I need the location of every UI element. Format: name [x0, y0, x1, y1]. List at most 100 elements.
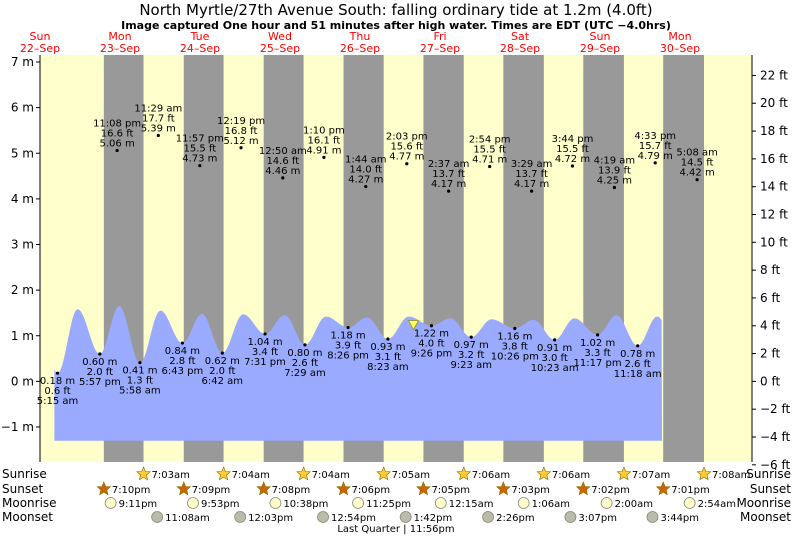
low-tide-time: 5:15 am: [37, 396, 79, 407]
moonset-time: 3:44pm: [660, 513, 699, 524]
high-tide-feet: 15.5 ft: [183, 144, 216, 155]
moonrise-icon: [269, 497, 282, 509]
high-tide-feet: 15.6 ft: [390, 142, 423, 153]
sunrise-time: 7:04am: [232, 470, 270, 481]
high-tide-time: 3:44 pm: [552, 134, 594, 145]
right-tick-label: −6 ft: [760, 458, 791, 472]
high-tide-time: 4:33 pm: [634, 131, 676, 142]
day-name-label: Mon: [668, 30, 691, 43]
day-date-label: 28–Sep: [500, 42, 540, 55]
high-tide-point: [198, 163, 202, 168]
high-tide-point: [612, 185, 617, 190]
moonrise-time: 2:54am: [698, 499, 736, 510]
high-tide-feet: 13.9 ft: [598, 165, 631, 176]
right-tick-label: 4 ft: [760, 319, 780, 333]
low-tide-meters: 1.04 m: [247, 337, 282, 348]
low-tide-meters: 1.18 m: [330, 331, 365, 342]
low-tide-time: 11:18 am: [614, 369, 662, 380]
sunrise-icon: [216, 466, 232, 481]
high-tide-point: [530, 189, 534, 193]
day-headers: Sun22–SepMon23–SepTue24–SepWed25–SepThu2…: [20, 30, 700, 55]
sunset-time: 7:01pm: [671, 485, 710, 496]
day-date-label: 25–Sep: [260, 42, 300, 55]
day-name-label: Thu: [349, 30, 371, 43]
low-tide-feet: 2.0 ft: [87, 367, 113, 378]
sunrise-time: 7:08am: [712, 470, 750, 481]
high-tide-feet: 16.1 ft: [308, 135, 341, 146]
tide-area: [54, 306, 662, 441]
low-tide-feet: 3.3 ft: [584, 348, 610, 359]
moonrise-icon: [187, 497, 199, 509]
sunset-time: 7:03pm: [511, 485, 550, 496]
low-tide-time: 6:43 pm: [162, 366, 204, 377]
high-tide-point: [653, 161, 657, 165]
high-tide-point: [156, 133, 160, 138]
moonset-icon: [151, 511, 164, 523]
sunset-icon: [256, 481, 272, 496]
night-band: [663, 55, 704, 462]
moonrise-icon: [600, 497, 613, 509]
low-tide-meters: 1.02 m: [580, 338, 615, 349]
low-tide-meters: 0.97 m: [454, 340, 489, 351]
low-tide-point: [386, 337, 390, 341]
low-tide-time: 8:26 pm: [327, 351, 369, 362]
right-tick-label: 16 ft: [760, 152, 788, 166]
low-tide-time: 10:23 am: [531, 363, 579, 374]
day-date-label: 23–Sep: [100, 42, 140, 55]
axes: −1 m 0 m 1 m 2 m 3 m 4 m 5 m 6 m 7 m −6 ft −4 ft −2…: [1, 55, 791, 472]
high-tide-meters: 4.27 m: [348, 175, 383, 186]
high-tide-time: 2:54 pm: [469, 134, 511, 145]
sunrise-icon: [296, 466, 312, 481]
high-tide-meters: 4.46 m: [265, 166, 300, 177]
high-tide-point: [488, 164, 492, 169]
low-tide-point: [553, 338, 557, 342]
moonrise-icon: [517, 497, 530, 509]
high-tide-feet: 14.0 ft: [349, 165, 382, 176]
low-tide-point: [138, 361, 142, 365]
moonset-time: 12:54pm: [331, 513, 376, 524]
low-tide-point: [596, 333, 600, 337]
high-tide-time: 4:19 am: [594, 155, 636, 166]
low-tide-time: 9:23 am: [450, 360, 492, 371]
moonrise-time: 12:15am: [449, 499, 494, 510]
high-tide-point: [322, 155, 326, 159]
moonset-icon: [234, 511, 247, 523]
moonrise-time: 9:11pm: [119, 499, 158, 510]
high-tide-time: 11:57 pm: [176, 134, 224, 145]
low-tide-feet: 3.9 ft: [335, 341, 361, 352]
high-tide-point: [447, 189, 451, 193]
left-tick-label: 6 m: [11, 101, 34, 115]
sunset-icon: [96, 481, 112, 496]
low-tide-point: [55, 371, 60, 375]
sunset-time: 7:10pm: [112, 485, 151, 496]
high-tide-time: 12:19 pm: [217, 116, 265, 127]
high-tide-meters: 4.25 m: [597, 175, 632, 186]
low-tide-point: [469, 335, 473, 339]
moonrise-time: 9:53pm: [201, 499, 240, 510]
low-tide-point: [346, 325, 350, 330]
low-tide-point: [513, 326, 517, 331]
low-tide-feet: 1.3 ft: [127, 376, 153, 387]
moonset-time: 1:42pm: [414, 513, 453, 524]
high-tide-point: [239, 146, 243, 150]
low-tide-meters: 1.22 m: [414, 329, 449, 340]
low-tide-meters: 0.84 m: [165, 346, 200, 357]
high-tide-time: 1:44 am: [345, 155, 387, 166]
high-tide-time: 12:50 am: [259, 146, 307, 157]
right-tick-label: 0 ft: [760, 374, 780, 388]
low-tide-time: 7:29 am: [284, 368, 326, 379]
low-tide-feet: 2.6 ft: [625, 359, 651, 370]
low-tide-time: 6:42 am: [202, 376, 244, 387]
right-tick-label: 22 ft: [760, 68, 788, 82]
left-tick-label: 0 m: [11, 374, 34, 388]
sunrise-time: 7:04am: [312, 470, 350, 481]
moon-phase-label: Last Quarter | 11:56pm: [337, 524, 454, 535]
high-tide-time: 2:37 am: [428, 159, 470, 170]
high-tide-feet: 17.7 ft: [142, 113, 175, 124]
high-tide-point: [115, 148, 119, 153]
high-tide-feet: 15.5 ft: [473, 144, 506, 155]
low-tide-meters: 0.18 m: [40, 376, 75, 387]
day-date-label: 26–Sep: [340, 42, 380, 55]
